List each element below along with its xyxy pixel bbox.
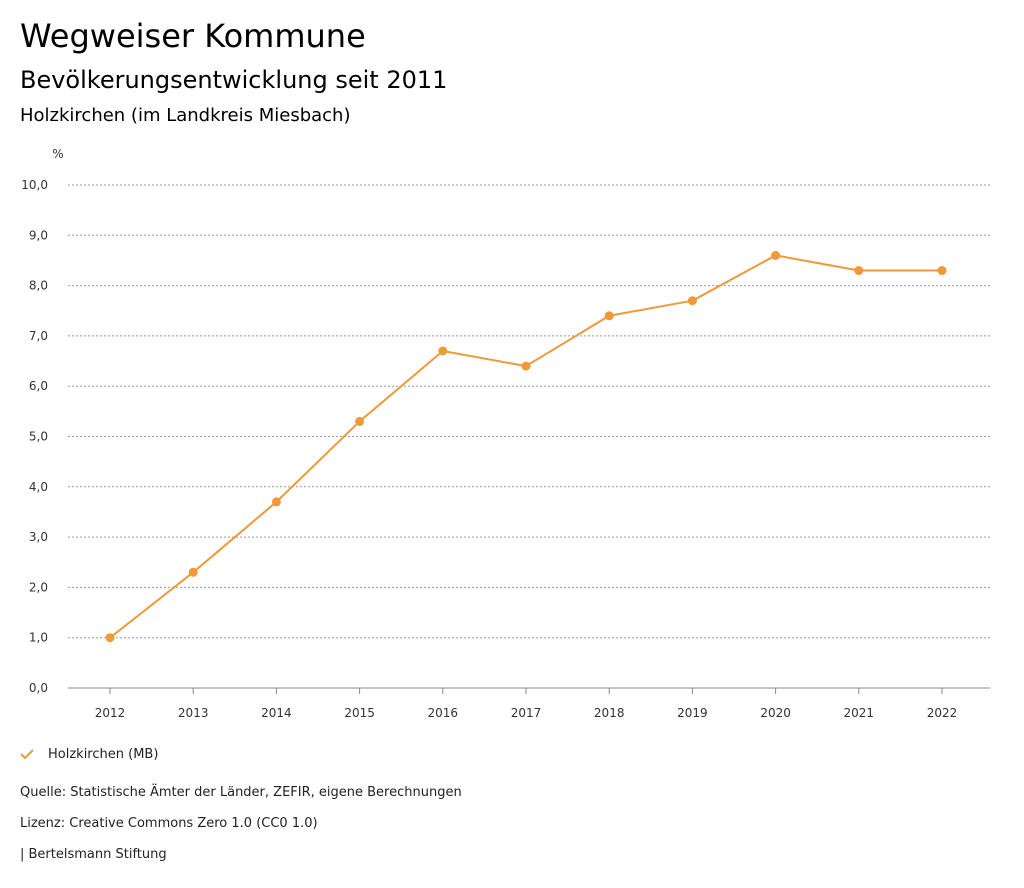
data-point-2017[interactable] bbox=[521, 361, 531, 371]
legend[interactable]: Holzkirchen (MB) bbox=[20, 744, 158, 764]
data-point-2014[interactable] bbox=[271, 497, 281, 507]
data-point-2020[interactable] bbox=[771, 250, 781, 260]
page-title: Wegweiser Kommune bbox=[20, 17, 366, 55]
y-axis: % 0,0 1,0 2,0 3,0 4,0 5,0 6,0 7,0 8,0 9,0 10,0 bbox=[21, 147, 63, 695]
x-tick-label: 2014 bbox=[261, 706, 292, 720]
x-tick-label: 2022 bbox=[927, 706, 958, 720]
legend-label: Holzkirchen (MB) bbox=[48, 746, 159, 762]
y-tick-label: 0,0 bbox=[29, 681, 48, 695]
data-point-2022[interactable] bbox=[937, 266, 947, 276]
x-tick-label: 2017 bbox=[511, 706, 542, 720]
x-axis: 2012 2013 2014 2015 2016 2017 2018 2019 2020 2021… bbox=[95, 688, 958, 720]
grid-lines bbox=[68, 184, 990, 689]
x-tick-label: 2012 bbox=[95, 706, 126, 720]
y-axis-unit: % bbox=[52, 147, 63, 161]
region-name: Holzkirchen (im Landkreis Miesbach) bbox=[20, 105, 351, 126]
x-tick-label: 2016 bbox=[428, 706, 459, 720]
publisher-note: | Bertelsmann Stiftung bbox=[20, 847, 167, 862]
chart-subtitle: Bevölkerungsentwicklung seit 2011 bbox=[20, 66, 448, 94]
data-point-2013[interactable] bbox=[188, 567, 198, 577]
x-tick-label: 2015 bbox=[344, 706, 375, 720]
data-point-2012[interactable] bbox=[105, 633, 115, 643]
data-point-2019[interactable] bbox=[687, 296, 697, 306]
y-tick-label: 5,0 bbox=[29, 430, 48, 444]
x-tick-label: 2018 bbox=[594, 706, 625, 720]
y-tick-label: 7,0 bbox=[29, 329, 48, 343]
line-chart: % 0,0 1,0 2,0 3,0 4,0 5,0 6,0 7,0 8,0 9,0 10,0 2012… bbox=[21, 147, 990, 720]
y-tick-label: 6,0 bbox=[29, 379, 48, 393]
data-point-2015[interactable] bbox=[355, 416, 365, 426]
y-tick-label: 1,0 bbox=[29, 631, 48, 645]
series-line bbox=[109, 254, 942, 639]
data-point-2018[interactable] bbox=[604, 311, 614, 321]
license-note: Lizenz: Creative Commons Zero 1.0 (CC0 1… bbox=[20, 816, 318, 831]
data-point-2016[interactable] bbox=[438, 346, 448, 356]
legend-check-icon bbox=[20, 749, 34, 760]
series-holzkirchen bbox=[105, 250, 947, 643]
y-tick-label: 3,0 bbox=[29, 530, 48, 544]
source-note: Quelle: Statistische Ämter der Länder, Z… bbox=[20, 785, 462, 800]
y-tick-label: 4,0 bbox=[29, 480, 48, 494]
y-tick-label: 9,0 bbox=[29, 228, 48, 242]
x-tick-label: 2013 bbox=[178, 706, 209, 720]
x-tick-label: 2019 bbox=[677, 706, 708, 720]
data-point-2021[interactable] bbox=[854, 266, 864, 276]
y-tick-label: 10,0 bbox=[21, 178, 48, 192]
x-tick-label: 2020 bbox=[760, 706, 791, 720]
x-tick-label: 2021 bbox=[844, 706, 875, 720]
y-tick-label: 8,0 bbox=[29, 279, 48, 293]
y-tick-label: 2,0 bbox=[29, 580, 48, 594]
